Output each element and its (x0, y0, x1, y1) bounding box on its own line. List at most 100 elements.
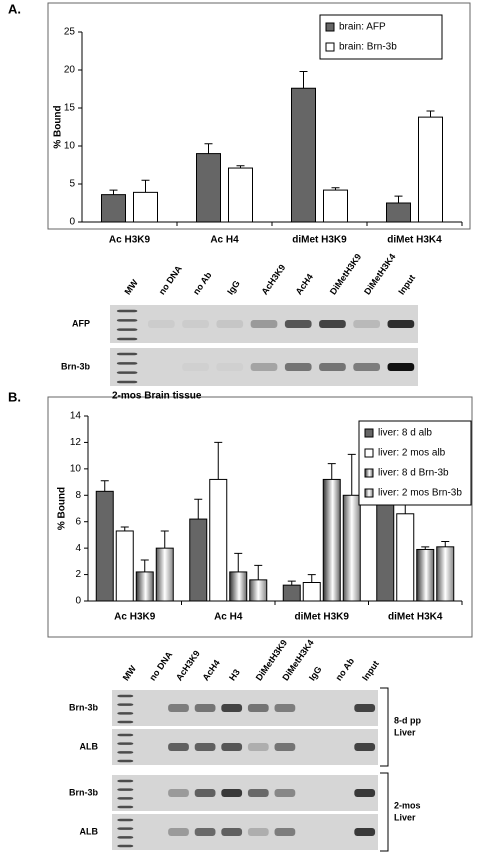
bar (416, 548, 435, 602)
bar (101, 194, 126, 223)
lane-label: AcH3K9 (174, 649, 202, 683)
bar (436, 546, 455, 602)
gel-band (182, 363, 209, 371)
bar (229, 571, 248, 602)
x-tick-label: diMet H3K4 (387, 235, 442, 246)
error-bar (441, 541, 450, 547)
lane-label: MW (123, 277, 141, 296)
error-bar (120, 526, 129, 531)
gel-band (117, 703, 134, 706)
gel-band (117, 827, 134, 830)
y-tick-label: 15 (64, 103, 76, 114)
lane-label: IgG (307, 664, 324, 682)
error-bar (236, 165, 245, 169)
bar (302, 582, 321, 602)
bar (196, 153, 221, 223)
gel-band (284, 363, 312, 371)
bar (209, 478, 228, 602)
lane-label: no Ab (191, 270, 214, 297)
gel-band (116, 362, 138, 365)
group-label: 8-d pp (394, 715, 421, 725)
lane-label: IgG (225, 278, 242, 296)
y-tick-label: 0 (69, 217, 75, 228)
error-bar (347, 453, 356, 496)
gel-band (247, 789, 269, 797)
lane-label: H3 (227, 667, 242, 682)
gel-band (221, 743, 243, 751)
gel-band (117, 720, 134, 724)
gel-band (354, 789, 376, 797)
y-tick-label: 10 (64, 141, 76, 152)
error-bar (160, 530, 169, 549)
row-label: Brn-3b (69, 702, 99, 712)
error-bar (140, 559, 149, 572)
row-label: AFP (72, 318, 90, 328)
gel-band (354, 743, 376, 751)
lane-label: Input (360, 659, 381, 683)
gel-band (117, 733, 134, 737)
gel-band (117, 694, 134, 698)
gel-band (353, 363, 381, 371)
legend-swatch (325, 22, 335, 32)
gel-band (274, 743, 296, 751)
row-label: Brn-3b (69, 787, 99, 797)
gel-band (274, 704, 296, 712)
gel-band (117, 818, 134, 822)
gel-band (247, 704, 269, 712)
gel-band (194, 743, 216, 751)
gel-band (221, 704, 243, 712)
bar (342, 494, 361, 602)
y-tick-label: 4 (75, 543, 81, 554)
gel-band (117, 805, 134, 809)
lane-label: DiMetH3K9 (328, 252, 363, 297)
legend-label: brain: AFP (339, 22, 386, 33)
legend-swatch (364, 468, 374, 478)
gel-band (250, 363, 278, 371)
gel-band (116, 328, 138, 331)
gel-band (182, 320, 209, 328)
x-tick-label: diMet H3K9 (292, 235, 347, 246)
panel-label: B. (8, 389, 21, 404)
gel-band (274, 789, 296, 797)
error-bar (234, 552, 243, 572)
bracket (380, 687, 389, 767)
gel-band (117, 779, 134, 783)
x-tick-label: Ac H3K9 (109, 235, 151, 246)
y-tick-label: 25 (64, 27, 76, 38)
error-bar (426, 110, 435, 118)
lane-label: DiMetH3K4 (362, 252, 397, 297)
gel-band (116, 352, 138, 356)
gel-band (221, 789, 243, 797)
gel-band (116, 319, 138, 322)
gel-band (117, 742, 134, 745)
bar (323, 189, 348, 223)
gel-band (116, 309, 138, 313)
lane-label: Input (396, 273, 417, 297)
gel-band (274, 828, 296, 836)
group-label: Liver (394, 727, 416, 737)
error-bar (299, 71, 308, 89)
gel-band (116, 371, 138, 374)
y-tick-label: 0 (75, 596, 81, 607)
legend-swatch (364, 488, 374, 498)
legend-label: liver: 2 mos Brn-3b (378, 488, 462, 499)
y-tick-label: 2 (75, 569, 81, 580)
chart-frame (47, 2, 471, 230)
gel-band (116, 337, 138, 341)
group-label: 2-mos (394, 800, 421, 810)
gel-band (284, 320, 312, 328)
legend-label: liver: 2 mos alb (378, 448, 446, 459)
group-label: Liver (394, 812, 416, 822)
bar (386, 202, 411, 223)
lane-label: MW (121, 663, 139, 682)
gel-band (353, 320, 381, 328)
error-bar (307, 574, 316, 583)
legend-swatch (325, 42, 335, 52)
gel-band (117, 844, 134, 848)
gel-caption: 2-mos Brain tissue (112, 391, 202, 402)
bar (418, 116, 443, 223)
bar (115, 530, 134, 602)
bar (189, 518, 208, 602)
legend-box (358, 420, 472, 506)
error-bar (100, 480, 109, 492)
